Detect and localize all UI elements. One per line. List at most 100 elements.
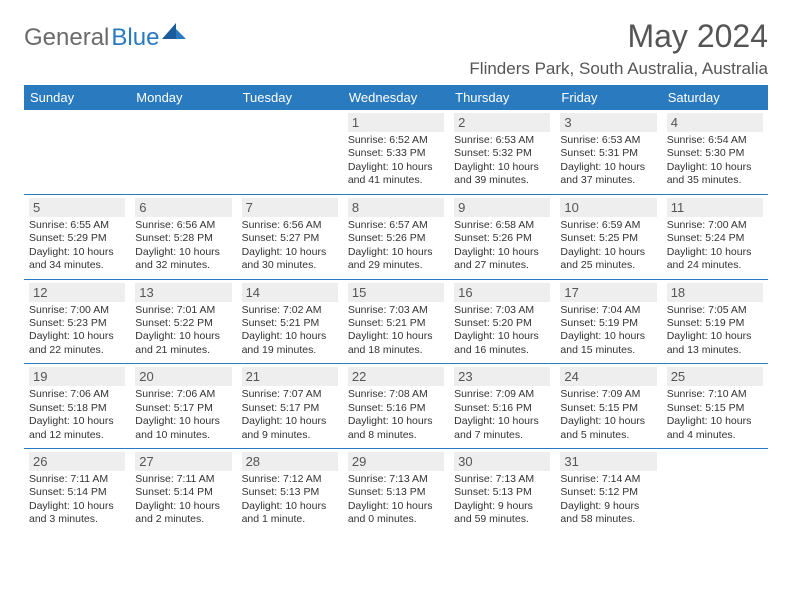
day-cell: 16Sunrise: 7:03 AMSunset: 5:20 PMDayligh…: [449, 280, 555, 364]
daylight-line: Daylight: 9 hours and 58 minutes.: [560, 500, 656, 527]
sunset-line: Sunset: 5:23 PM: [29, 317, 125, 330]
day-info: Sunrise: 7:11 AMSunset: 5:14 PMDaylight:…: [29, 473, 125, 527]
sunrise-line: Sunrise: 7:05 AM: [667, 304, 763, 317]
day-cell: 13 Sunrise: 7:01 AMSunset: 5:22 PMDayligh…: [130, 280, 236, 364]
day-number: 13: [135, 283, 231, 302]
daylight-line: Daylight: 10 hours and 22 minutes.: [29, 330, 125, 357]
sunset-line: Sunset: 5:19 PM: [560, 317, 656, 330]
day-number: 1: [348, 113, 444, 132]
day-info: Sunrise: 7:12 AMSunset: 5:13 PMDaylight:…: [242, 473, 338, 527]
sunset-line: Sunset: 5:25 PM: [560, 232, 656, 245]
sunset-line: Sunset: 5:28 PM: [135, 232, 231, 245]
day-cell: 20Sunrise: 7:06 AMSunset: 5:17 PMDayligh…: [130, 364, 236, 448]
day-number: 25: [667, 367, 763, 386]
sunrise-line: Sunrise: 6:53 AM: [560, 134, 656, 147]
day-cell: 27Sunrise: 7:11 AMSunset: 5:14 PMDayligh…: [130, 449, 236, 533]
daylight-line: Daylight: 10 hours and 19 minutes.: [242, 330, 338, 357]
day-info: Sunrise: 7:00 AMSunset: 5:24 PMDaylight:…: [667, 219, 763, 273]
daylight-line: Daylight: 10 hours and 2 minutes.: [135, 500, 231, 527]
sunset-line: Sunset: 5:33 PM: [348, 147, 444, 160]
daylight-line: Daylight: 10 hours and 34 minutes.: [29, 246, 125, 273]
daylight-line: Daylight: 10 hours and 13 minutes.: [667, 330, 763, 357]
day-number: 17: [560, 283, 656, 302]
sunrise-line: Sunrise: 7:13 AM: [348, 473, 444, 486]
day-number: 19: [29, 367, 125, 386]
sunrise-line: Sunrise: 6:55 AM: [29, 219, 125, 232]
day-number: 31: [560, 452, 656, 471]
day-cell: [24, 110, 130, 194]
sunrise-line: Sunrise: 7:09 AM: [454, 388, 550, 401]
day-cell: 6Sunrise: 6:56 AMSunset: 5:28 PMDaylight…: [130, 195, 236, 279]
day-number: 8: [348, 198, 444, 217]
day-cell: 9Sunrise: 6:58 AMSunset: 5:26 PMDaylight…: [449, 195, 555, 279]
daylight-line: Daylight: 10 hours and 10 minutes.: [135, 415, 231, 442]
day-info: Sunrise: 7:05 AMSunset: 5:19 PMDaylight:…: [667, 304, 763, 358]
day-number: 18: [667, 283, 763, 302]
day-cell: 29Sunrise: 7:13 AMSunset: 5:13 PMDayligh…: [343, 449, 449, 533]
day-cell: 10 Sunrise: 6:59 AMSunset: 5:25 PMDayligh…: [555, 195, 661, 279]
sunset-line: Sunset: 5:13 PM: [348, 486, 444, 499]
daylight-line: Daylight: 10 hours and 15 minutes.: [560, 330, 656, 357]
day-info: Sunrise: 7:06 AMSunset: 5:18 PMDaylight:…: [29, 388, 125, 442]
day-number: 21: [242, 367, 338, 386]
day-info: Sunrise: 7:04 AMSunset: 5:19 PMDaylight:…: [560, 304, 656, 358]
day-info: Sunrise: 6:53 AMSunset: 5:31 PMDaylight:…: [560, 134, 656, 188]
sunset-line: Sunset: 5:21 PM: [242, 317, 338, 330]
sunrise-line: Sunrise: 6:59 AM: [560, 219, 656, 232]
daylight-line: Daylight: 10 hours and 32 minutes.: [135, 246, 231, 273]
sunrise-line: Sunrise: 7:06 AM: [29, 388, 125, 401]
logo-blue: Blue: [111, 24, 159, 52]
day-cell: 8Sunrise: 6:57 AMSunset: 5:26 PMDaylight…: [343, 195, 449, 279]
calendar-body: 1 Sunrise: 6:52 AMSunset: 5:33 PM Daylight…: [24, 110, 768, 533]
daylight-line: Daylight: 10 hours and 25 minutes.: [560, 246, 656, 273]
day-number: 2: [454, 113, 550, 132]
day-info: Sunrise: 7:08 AMSunset: 5:16 PMDaylight:…: [348, 388, 444, 442]
sunset-line: Sunset: 5:26 PM: [454, 232, 550, 245]
day-number: 22: [348, 367, 444, 386]
day-number: 27: [135, 452, 231, 471]
sunrise-line: Sunrise: 6:58 AM: [454, 219, 550, 232]
day-cell: [662, 449, 768, 533]
sunrise-line: Sunrise: 6:52 AM: [348, 134, 444, 147]
day-number: 9: [454, 198, 550, 217]
col-friday: Friday: [555, 85, 661, 110]
col-thursday: Thursday: [449, 85, 555, 110]
day-number: 12: [29, 283, 125, 302]
col-wednesday: Wednesday: [343, 85, 449, 110]
day-info: Sunrise: 7:00 AMSunset: 5:23 PMDaylight:…: [29, 304, 125, 358]
header: GeneralBlue May 2024 Flinders Park, Sout…: [24, 18, 768, 79]
sunset-line: Sunset: 5:19 PM: [667, 317, 763, 330]
daylight-line: Daylight: 10 hours and 12 minutes.: [29, 415, 125, 442]
sunset-line: Sunset: 5:26 PM: [348, 232, 444, 245]
daylight-line: Daylight: 10 hours and 37 minutes.: [560, 161, 656, 188]
day-info: Sunrise: 6:56 AMSunset: 5:27 PMDaylight:…: [242, 219, 338, 273]
sunset-line: Sunset: 5:20 PM: [454, 317, 550, 330]
day-number: 3: [560, 113, 656, 132]
sunrise-line: Sunrise: 7:09 AM: [560, 388, 656, 401]
sunset-line: Sunset: 5:17 PM: [135, 402, 231, 415]
day-number: 16: [454, 283, 550, 302]
sunset-line: Sunset: 5:14 PM: [135, 486, 231, 499]
day-cell: 11Sunrise: 7:00 AMSunset: 5:24 PMDayligh…: [662, 195, 768, 279]
day-info: Sunrise: 7:10 AMSunset: 5:15 PMDaylight:…: [667, 388, 763, 442]
day-info: Sunrise: 7:13 AMSunset: 5:13 PMDaylight:…: [348, 473, 444, 527]
sunrise-line: Sunrise: 7:04 AM: [560, 304, 656, 317]
daylight-line: Daylight: 10 hours and 3 minutes.: [29, 500, 125, 527]
daylight-line: Daylight: 10 hours and 18 minutes.: [348, 330, 444, 357]
day-info: Sunrise: 6:54 AMSunset: 5:30 PMDaylight:…: [667, 134, 763, 188]
day-cell: [130, 110, 236, 194]
sunset-line: Sunset: 5:22 PM: [135, 317, 231, 330]
logo-general: General: [24, 24, 109, 52]
logo: GeneralBlue: [24, 24, 188, 52]
day-info: Sunrise: 7:14 AMSunset: 5:12 PMDaylight:…: [560, 473, 656, 527]
day-info: Sunrise: 7:13 AMSunset: 5:13 PMDaylight:…: [454, 473, 550, 527]
title-block: May 2024 Flinders Park, South Australia,…: [469, 18, 768, 79]
sunrise-line: Sunrise: 7:11 AM: [29, 473, 125, 486]
day-cell: 24Sunrise: 7:09 AMSunset: 5:15 PMDayligh…: [555, 364, 661, 448]
sunset-line: Sunset: 5:24 PM: [667, 232, 763, 245]
day-number: 10: [560, 198, 656, 217]
daylight-line: Daylight: 10 hours and 9 minutes.: [242, 415, 338, 442]
day-cell: 30Sunrise: 7:13 AMSunset: 5:13 PMDayligh…: [449, 449, 555, 533]
day-info: Sunrise: 7:07 AMSunset: 5:17 PMDaylight:…: [242, 388, 338, 442]
day-info: Sunrise: 7:01 AMSunset: 5:22 PMDaylight:…: [135, 304, 231, 358]
